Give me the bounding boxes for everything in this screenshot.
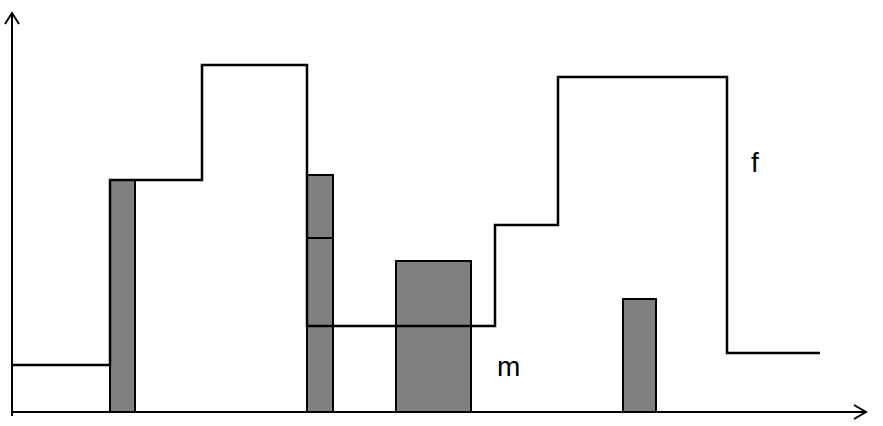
bar xyxy=(396,261,471,412)
step-line xyxy=(12,65,820,365)
bar xyxy=(623,299,656,412)
x-arrow xyxy=(854,405,866,419)
x-axis xyxy=(12,411,865,413)
labels: fm xyxy=(497,147,759,382)
y-axis xyxy=(11,14,13,416)
axes xyxy=(5,13,866,419)
bar xyxy=(110,180,135,412)
series-label: f xyxy=(751,147,759,178)
marks xyxy=(12,65,820,412)
y-arrow xyxy=(5,13,19,24)
diagram: fm xyxy=(0,0,883,426)
series-label: m xyxy=(497,351,520,382)
bar xyxy=(307,175,333,238)
